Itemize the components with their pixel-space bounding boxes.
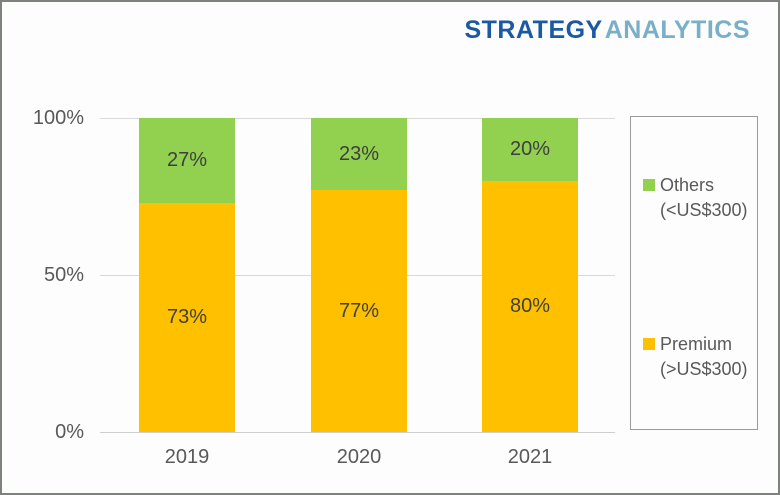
data-label-80%: 80% xyxy=(509,294,551,317)
logo-word-analytics: ANALYTICS xyxy=(604,16,750,44)
legend-item-premium: Premium (>US$300) xyxy=(643,332,748,382)
bar-segment-others-2019: 27% xyxy=(139,118,235,203)
legend-label-premium-line2: (>US$300) xyxy=(660,359,748,379)
bar-segment-others-2020: 23% xyxy=(311,118,407,191)
legend-swatch-others-icon xyxy=(643,179,655,191)
bar-segment-premium-2020: 77% xyxy=(311,190,407,432)
data-label-77%: 77% xyxy=(338,299,380,322)
bar-segment-premium-2019: 73% xyxy=(139,202,235,432)
legend-label-premium: Premium (>US$300) xyxy=(660,332,748,382)
x-axis-tick-2020: 2020 xyxy=(336,446,382,468)
strategy-analytics-logo: STRATEGYANALYTICS xyxy=(464,16,750,45)
legend-swatch-premium-icon xyxy=(643,338,655,350)
y-axis-tick-50%: 50% xyxy=(43,264,84,286)
data-label-23%: 23% xyxy=(338,142,380,165)
data-label-73%: 73% xyxy=(166,305,208,328)
chart-legend: Others (<US$300) Premium (>US$300) xyxy=(630,116,758,430)
logo-word-strategy: STRATEGY xyxy=(464,16,603,44)
gridline-0% xyxy=(100,431,615,433)
x-axis-tick-2019: 2019 xyxy=(164,446,210,468)
bar-segment-premium-2021: 80% xyxy=(482,180,578,432)
y-axis-tick-0%: 0% xyxy=(55,421,84,443)
bar-segment-others-2021: 20% xyxy=(482,118,578,181)
y-axis-tick-100%: 100% xyxy=(32,107,84,129)
data-label-27%: 27% xyxy=(166,148,208,171)
legend-label-others: Others (<US$300) xyxy=(660,173,748,223)
legend-label-others-line2: (<US$300) xyxy=(660,200,748,220)
legend-label-others-line1: Others xyxy=(660,175,715,195)
data-label-20%: 20% xyxy=(509,137,551,160)
legend-label-premium-line1: Premium xyxy=(660,334,733,354)
legend-item-others: Others (<US$300) xyxy=(643,173,748,223)
x-axis-tick-2021: 2021 xyxy=(507,446,553,468)
